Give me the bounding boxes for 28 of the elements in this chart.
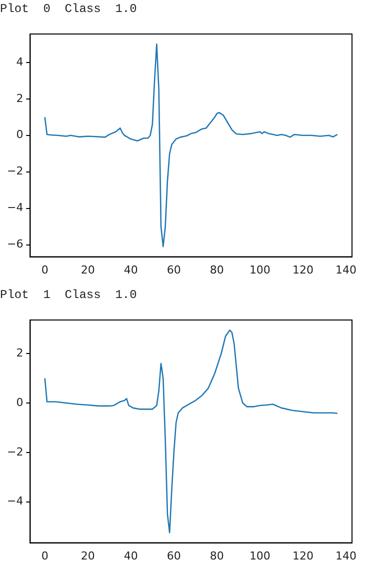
y-tick-label: −2 [6,445,24,458]
y-tick-label: −4 [6,201,24,214]
x-tick-label: 0 [41,263,48,276]
y-tick-label: −4 [6,494,24,508]
x-tick-label: 40 [124,263,138,276]
y-tick-label: 2 [16,346,24,360]
x-tick-label: 100 [249,549,270,562]
y-tick-label: 2 [16,92,24,105]
x-tick-label: 20 [80,549,95,562]
x-tick-label: 140 [335,263,356,276]
y-tick-label: 0 [16,396,24,409]
chart-title: Plot 0 Class 1.0 [0,1,138,18]
y-tick-label: −2 [6,164,24,178]
x-tick-label: 100 [249,263,270,276]
x-tick-label: 80 [210,549,224,562]
x-tick-label: 140 [335,549,356,562]
y-tick-label: 4 [16,55,24,68]
chart-title: Plot 1 Class 1.0 [0,287,138,304]
x-tick-label: 80 [210,263,224,276]
x-tick-label: 60 [166,263,181,276]
y-tick-label: −6 [6,238,24,251]
x-tick-label: 0 [41,549,48,562]
x-tick-label: 120 [292,549,314,562]
y-tick-label: 0 [16,128,24,142]
x-tick-label: 60 [166,549,181,562]
x-tick-label: 20 [80,263,95,276]
x-tick-label: 40 [124,549,138,562]
x-tick-label: 120 [292,263,314,276]
